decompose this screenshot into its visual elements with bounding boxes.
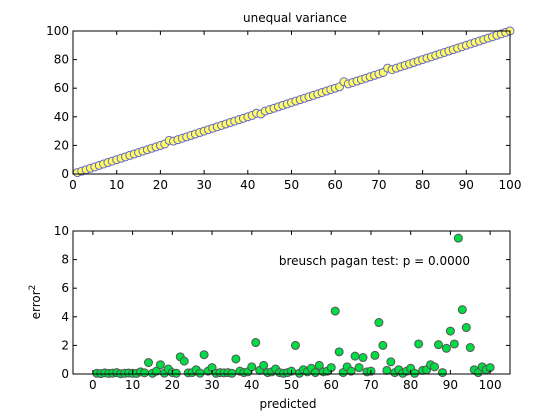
x-tick-label: 40 <box>244 378 259 392</box>
x-tick-label: 60 <box>328 178 343 192</box>
data-point <box>334 347 344 357</box>
data-point <box>247 362 257 372</box>
data-point <box>251 338 261 348</box>
top-y-ticks: 0 20 40 60 80 100 <box>46 24 510 181</box>
data-point <box>445 326 455 336</box>
x-tick-label: 30 <box>196 178 211 192</box>
top-x-ticks: 0 10 20 30 40 50 60 70 80 90 100 <box>69 31 521 192</box>
top-series-points <box>72 26 515 178</box>
data-point <box>430 362 440 372</box>
x-tick-label: 50 <box>284 378 299 392</box>
y-tick-label: 60 <box>54 81 69 95</box>
data-point <box>143 358 153 368</box>
y-tick-label: 0 <box>61 167 69 181</box>
data-point <box>433 340 443 350</box>
data-point <box>231 354 241 364</box>
x-tick-label: 20 <box>165 378 180 392</box>
y-tick-label: 100 <box>46 24 69 38</box>
y-tick-label: 40 <box>54 110 69 124</box>
x-tick-label: 100 <box>479 378 502 392</box>
data-point <box>453 233 463 243</box>
data-point <box>461 323 471 333</box>
bottom-chart: breusch pagan test: p = 0.0000 0 10 20 30 40… <box>28 224 511 411</box>
data-point <box>386 357 396 367</box>
data-point <box>195 368 205 378</box>
y-tick-label: 10 <box>54 224 69 238</box>
x-tick-label: 30 <box>204 378 219 392</box>
data-point <box>465 343 475 353</box>
x-tick-label: 10 <box>109 178 124 192</box>
data-point <box>358 353 368 363</box>
data-point <box>378 340 388 350</box>
data-point <box>171 368 181 378</box>
data-point <box>227 368 237 378</box>
data-point <box>179 356 189 366</box>
y-tick-label: 6 <box>61 281 69 295</box>
data-point <box>155 360 165 370</box>
y-tick-label: 0 <box>61 367 69 381</box>
x-tick-label: 0 <box>89 378 97 392</box>
bottom-y-ticks: 0 2 4 6 8 10 <box>54 224 510 381</box>
data-point <box>310 368 320 378</box>
x-tick-label: 50 <box>284 178 299 192</box>
data-point <box>382 365 392 375</box>
data-point <box>441 343 451 353</box>
x-tick-label: 0 <box>69 178 77 192</box>
data-point <box>370 350 380 360</box>
data-point <box>199 350 209 360</box>
x-tick-label: 90 <box>459 178 474 192</box>
data-point <box>410 368 420 378</box>
x-tick-label: 60 <box>324 378 339 392</box>
bottom-y-axis-label-superscript: 2 <box>28 285 38 291</box>
data-point <box>259 360 269 370</box>
data-point <box>330 306 340 316</box>
x-tick-label: 10 <box>125 378 140 392</box>
x-tick-label: 40 <box>240 178 255 192</box>
data-point <box>350 351 360 361</box>
data-point <box>346 366 356 376</box>
x-tick-label: 90 <box>443 378 458 392</box>
data-point <box>354 363 364 373</box>
top-chart: unequal variance 0 10 20 30 40 50 60 70 80 90 100 … <box>46 11 521 192</box>
data-point <box>374 318 384 328</box>
x-tick-label: 70 <box>363 378 378 392</box>
data-point <box>140 368 150 378</box>
y-tick-label: 20 <box>54 138 69 152</box>
y-tick-label: 2 <box>61 338 69 352</box>
x-tick-label: 80 <box>403 378 418 392</box>
bottom-y-axis-label-base: error <box>29 290 43 319</box>
bottom-x-axis-label: predicted <box>260 397 317 411</box>
x-tick-label: 80 <box>415 178 430 192</box>
data-point <box>449 339 459 349</box>
data-point <box>314 360 324 370</box>
breusch-pagan-annotation: breusch pagan test: p = 0.0000 <box>279 254 470 268</box>
bottom-x-ticks: 0 10 20 30 40 50 60 70 80 90 100 <box>89 231 502 392</box>
y-tick-label: 80 <box>54 53 69 67</box>
data-point <box>457 305 467 315</box>
y-tick-label: 4 <box>61 310 69 324</box>
x-tick-label: 20 <box>153 178 168 192</box>
data-point <box>290 340 300 350</box>
data-point <box>437 368 447 378</box>
top-chart-title: unequal variance <box>243 11 347 25</box>
bottom-y-axis-label: error2 <box>28 285 43 320</box>
x-tick-label: 100 <box>499 178 522 192</box>
x-tick-label: 70 <box>371 178 386 192</box>
data-point <box>414 339 424 349</box>
y-tick-label: 8 <box>61 253 69 267</box>
